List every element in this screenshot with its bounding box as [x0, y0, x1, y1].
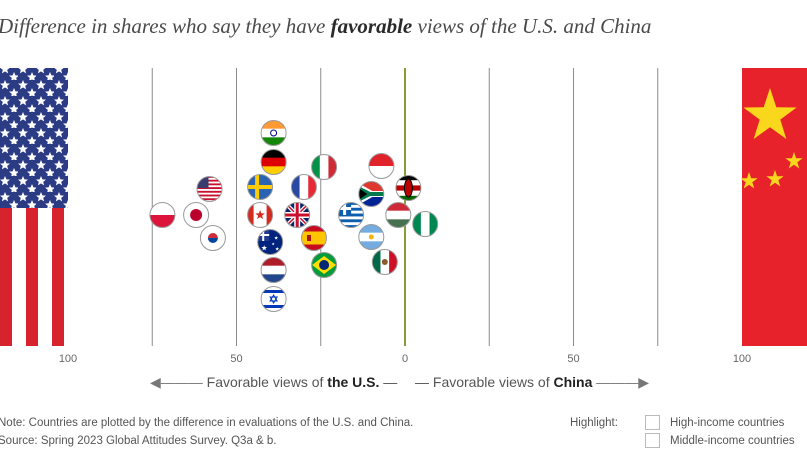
right-axis-caption: — Favorable views of China ———▶ — [415, 374, 650, 390]
x-tick-label: 0 — [402, 353, 408, 365]
footer-notes: Note: Countries are plotted by the diffe… — [0, 414, 413, 450]
legend-high-income: High-income countries — [670, 417, 785, 429]
point-india[interactable]: India — [260, 120, 287, 147]
chart-title: Difference in shares who say they have f… — [0, 14, 652, 38]
point-france[interactable]: France — [290, 174, 318, 200]
point-greece[interactable]: Greece — [338, 202, 365, 228]
china-flag-image — [740, 68, 807, 346]
source-text: Source: Spring 2023 Global Attitudes Sur… — [0, 435, 277, 447]
point-poland[interactable]: Poland — [149, 202, 176, 229]
high-income-checkbox[interactable] — [645, 415, 660, 430]
note-text: Note: Countries are plotted by the diffe… — [0, 417, 414, 429]
point-canada[interactable]: Canada — [247, 202, 274, 228]
point-japan[interactable]: Japan — [183, 202, 210, 228]
point-germany[interactable]: Germany — [260, 149, 287, 176]
point-south-korea[interactable]: South Korea — [199, 225, 226, 251]
point-kenya[interactable]: Kenya — [395, 175, 422, 202]
point-argentina[interactable]: Argentina — [358, 224, 385, 251]
x-tick-label: 50 — [567, 353, 579, 365]
x-tick-label: 50 — [230, 353, 242, 365]
point-brazil[interactable]: Brazil — [311, 252, 338, 278]
point-italy[interactable]: Italy — [311, 154, 338, 180]
country-points: IndiaGermany Italy Indonesia U.S. Sweden Fran… — [149, 120, 439, 312]
us-flag-image — [0, 68, 68, 346]
point-sweden[interactable]: Sweden — [247, 174, 274, 200]
point-south-africa[interactable]: South Africa — [358, 181, 385, 207]
point-netherlands[interactable]: Netherlands — [260, 257, 287, 284]
point-uk[interactable]: UK — [284, 202, 311, 228]
x-tick-label: 100 — [59, 353, 77, 365]
point-u-s[interactable]: U.S. — [196, 176, 223, 202]
legend-middle-income: Middle-income countries — [670, 435, 795, 447]
middle-income-checkbox[interactable] — [645, 433, 660, 448]
point-spain[interactable]: Spain — [301, 225, 327, 251]
point-australia[interactable]: Australia — [257, 229, 284, 255]
point-israel[interactable]: Israel — [260, 286, 287, 312]
legend-label: Highlight: — [570, 417, 618, 429]
point-nigeria[interactable]: Nigeria — [412, 211, 439, 237]
left-axis-caption: ◀——— Favorable views of the U.S. — — [150, 374, 398, 390]
x-axis-tick-labels: 100 50 0 50 100 — [59, 353, 751, 365]
point-mexico[interactable]: Mexico — [371, 249, 399, 275]
point-indonesia[interactable]: Indonesia — [368, 153, 395, 180]
x-tick-label: 100 — [733, 353, 751, 365]
point-hungary[interactable]: Hungary — [385, 202, 412, 229]
